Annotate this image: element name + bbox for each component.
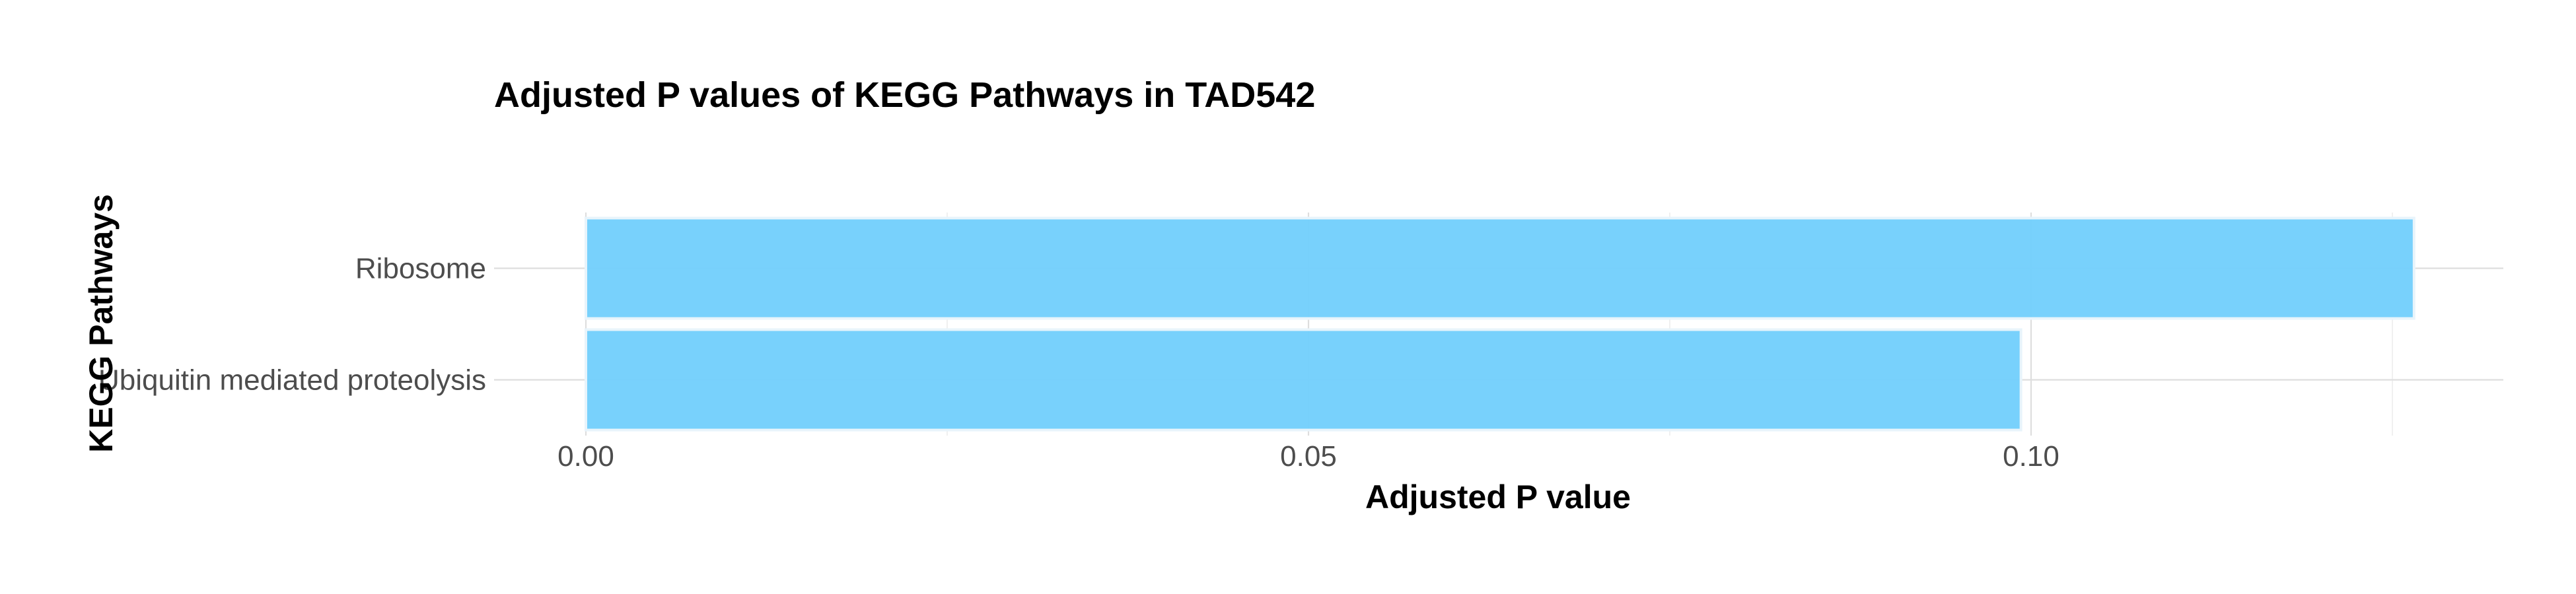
x-axis-title: Adjusted P value	[1365, 478, 1631, 515]
bar	[585, 328, 2022, 432]
x-tick-labels: 0.00 0.05 0.10	[557, 440, 2059, 473]
y-tick-label: Ribosome	[355, 253, 486, 285]
y-tick-labels: Ribosome Ubiquitin mediated proteolysis	[98, 253, 486, 397]
y-tick-label: Ubiquitin mediated proteolysis	[98, 364, 486, 397]
y-axis-title: KEGG Pathways	[83, 194, 120, 453]
x-tick-label: 0.00	[557, 440, 614, 473]
bars	[585, 216, 2415, 432]
x-tick-label: 0.05	[1280, 440, 1337, 473]
bar	[585, 216, 2415, 320]
chart-title: Adjusted P values of KEGG Pathways in TA…	[494, 75, 1315, 115]
x-tick-label: 0.10	[2003, 440, 2059, 473]
